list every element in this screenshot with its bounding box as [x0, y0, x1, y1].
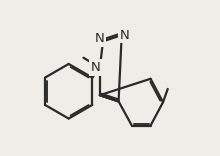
Text: N: N: [91, 61, 101, 74]
Text: N: N: [120, 29, 130, 42]
Text: N: N: [95, 32, 104, 45]
